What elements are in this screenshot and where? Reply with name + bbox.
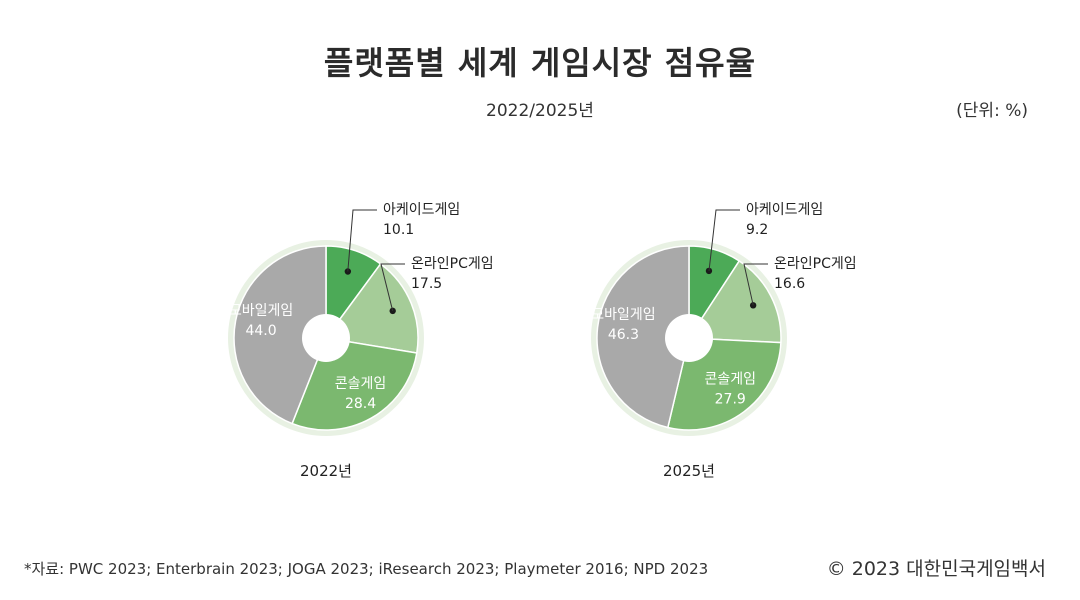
slice-mobile xyxy=(233,245,327,425)
slice-console xyxy=(666,337,782,431)
slice-name-label: 온라인PC게임 xyxy=(774,256,857,272)
chart-title: 플랫폼별 세계 게임시장 점유율 xyxy=(323,44,757,82)
callout-dot xyxy=(705,267,713,275)
slice-value-label: 10.1 xyxy=(383,222,414,238)
slice-value-label: 44.0 xyxy=(245,323,276,339)
callout-line xyxy=(380,263,405,312)
slice-value-label: 46.3 xyxy=(608,327,639,343)
source-note: *자료: PWC 2023; Enterbrain 2023; JOGA 202… xyxy=(24,560,709,578)
chart-subtitle: 2022/2025년 xyxy=(486,101,594,121)
donut-hole xyxy=(302,314,350,362)
slice-name-label: 온라인PC게임 xyxy=(411,256,494,272)
callout-dot xyxy=(749,302,757,309)
slice-value-label: 17.5 xyxy=(411,276,442,292)
callout-line xyxy=(708,209,740,271)
unit-label: (단위: %) xyxy=(956,101,1028,121)
slice-online-pc xyxy=(324,262,419,354)
slice-name-label: 콘솔게임 xyxy=(335,376,387,392)
copyright: © 2023 대한민국게임백서 xyxy=(826,558,1046,580)
callout-line xyxy=(743,263,768,306)
slice-value-label: 9.2 xyxy=(746,222,768,238)
year-label: 2025년 xyxy=(663,462,715,480)
slice-mobile xyxy=(596,245,690,429)
donut-chart-2022: 아케이드게임 10.1 온라인PC게임 17.5 콘솔게임 28.4 모바일게임 44.0 20… xyxy=(228,202,494,480)
donut-hole xyxy=(665,314,713,362)
callout-line xyxy=(347,209,377,272)
donut-chart-2025: 아케이드게임 9.2 온라인PC게임 16.6 콘솔게임 27.9 모바일게임 46.3 202… xyxy=(591,202,857,480)
slice-name-label: 모바일게임 xyxy=(229,303,293,319)
slice-name-label: 콘솔게임 xyxy=(704,372,756,388)
slice-name-label: 아케이드게임 xyxy=(383,202,460,218)
slice-value-label: 27.9 xyxy=(715,392,746,408)
year-label: 2022년 xyxy=(300,462,352,480)
slice-name-label: 아케이드게임 xyxy=(746,202,823,218)
slice-value-label: 16.6 xyxy=(774,276,805,292)
slice-value-label: 28.4 xyxy=(345,396,376,412)
slice-name-label: 모바일게임 xyxy=(591,307,655,323)
